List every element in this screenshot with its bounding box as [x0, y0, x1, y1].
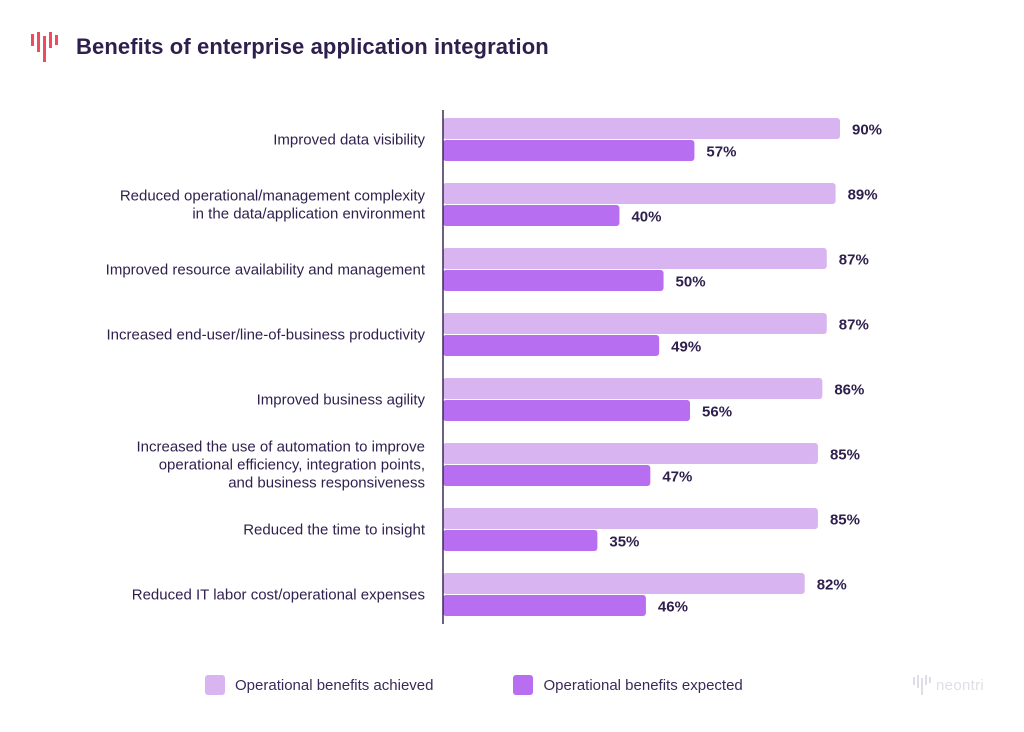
data-label-achieved: 85%	[830, 512, 860, 529]
bar-achieved	[443, 248, 827, 269]
bar-achieved	[443, 443, 818, 464]
bar-expected	[443, 465, 651, 486]
watermark-text: neontri	[936, 676, 984, 694]
bar-achieved	[443, 183, 836, 204]
legend-swatch-achieved	[205, 675, 225, 695]
bar-expected	[443, 400, 691, 421]
category-label: Improved resource availability and manag…	[106, 262, 426, 279]
header: Benefits of enterprise application integ…	[30, 30, 549, 64]
data-label-achieved: 89%	[848, 187, 878, 204]
data-label-achieved: 85%	[830, 447, 860, 464]
category-label: and business responsiveness	[228, 475, 425, 492]
legend-swatch-expected	[513, 675, 534, 695]
bar-expected	[443, 595, 646, 616]
bar-expected	[443, 270, 664, 291]
bar-achieved	[443, 508, 818, 529]
data-label-expected: 49%	[671, 339, 701, 356]
bar-achieved	[443, 573, 805, 594]
bar-expected	[443, 335, 660, 356]
category-label: Improved business agility	[257, 392, 426, 409]
category-label: Increased end-user/line-of-business prod…	[107, 327, 426, 344]
category-label: Reduced the time to insight	[243, 522, 426, 539]
brand-logo-icon	[31, 32, 58, 62]
bar-expected	[443, 205, 620, 226]
bar-achieved	[443, 313, 827, 334]
category-label: in the data/application environment	[192, 206, 425, 223]
data-label-expected: 50%	[676, 274, 706, 291]
data-label-achieved: 87%	[839, 252, 869, 269]
legend-label-achieved: Operational benefits achieved	[235, 676, 434, 694]
data-label-expected: 57%	[706, 144, 736, 161]
data-label-achieved: 90%	[852, 122, 882, 139]
data-label-expected: 47%	[662, 469, 692, 486]
category-label: Reduced operational/management complexit…	[120, 188, 426, 205]
bar-expected	[443, 140, 695, 161]
category-label: Increased the use of automation to impro…	[136, 439, 425, 456]
data-label-achieved: 86%	[834, 382, 864, 399]
legend-label-expected: Operational benefits expected	[543, 676, 743, 694]
bar-achieved	[443, 118, 840, 139]
data-label-achieved: 82%	[817, 577, 847, 594]
legend-item-expected: Operational benefits expected	[513, 675, 743, 695]
data-label-achieved: 87%	[839, 317, 869, 334]
bar-expected	[443, 530, 598, 551]
legend-item-achieved: Operational benefits achieved	[205, 675, 433, 695]
watermark: neontri	[912, 674, 984, 696]
watermark-logo-icon	[913, 675, 932, 695]
bar-achieved	[443, 378, 823, 399]
category-label: operational efficiency, integration poin…	[159, 457, 425, 474]
data-label-expected: 35%	[609, 534, 639, 551]
data-label-expected: 46%	[658, 599, 688, 616]
bar-chart: Improved data visibility 90% 57% Reduced op…	[106, 110, 882, 624]
data-label-expected: 40%	[631, 209, 661, 226]
data-label-expected: 56%	[702, 404, 732, 421]
category-label: Improved data visibility	[273, 132, 425, 149]
chart-legend: Operational benefits achieved Operationa…	[205, 675, 823, 695]
page-title: Benefits of enterprise application integ…	[76, 34, 549, 59]
category-label: Reduced IT labor cost/operational expens…	[132, 587, 425, 604]
